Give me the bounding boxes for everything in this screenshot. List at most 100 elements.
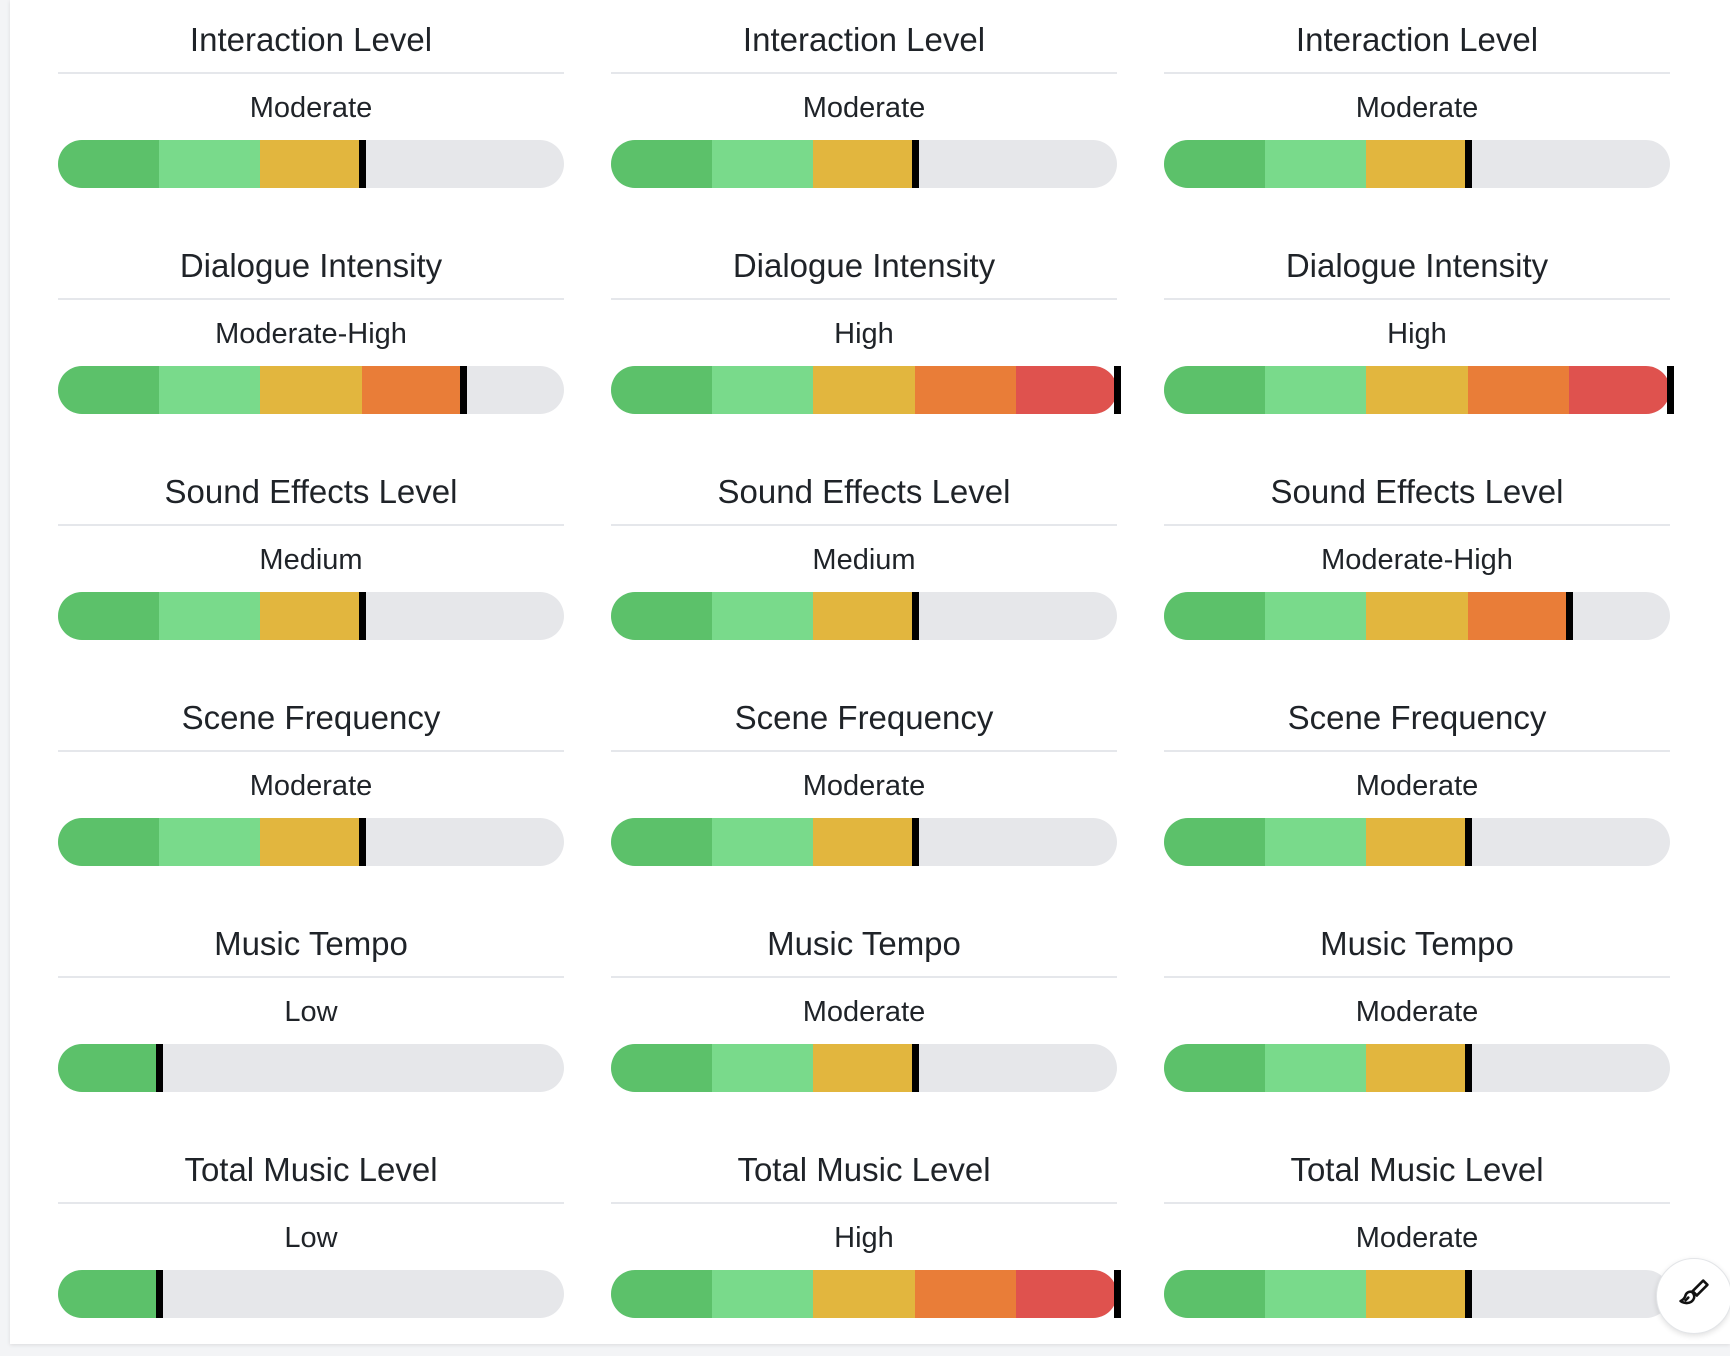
- metric-card: Interaction Level Moderate: [58, 0, 564, 226]
- meter-segment: [611, 140, 713, 188]
- meter-segment: [1366, 1044, 1468, 1092]
- metric-title: Scene Frequency: [1164, 678, 1670, 752]
- paintbrush-icon: [1677, 1277, 1711, 1316]
- metric-card: Scene Frequency Moderate: [58, 678, 564, 904]
- meter-segment: [159, 366, 261, 414]
- meter-track: [1164, 366, 1670, 414]
- metric-value: Moderate: [802, 770, 926, 802]
- metric-card: Scene Frequency Moderate: [1164, 678, 1670, 904]
- level-meter: [1164, 140, 1670, 188]
- meter-segment: [260, 140, 362, 188]
- level-meter: [58, 140, 564, 188]
- meter-segment: [260, 592, 362, 640]
- metric-card: Total Music Level Moderate: [1164, 1130, 1670, 1356]
- meter-segment: [813, 1270, 915, 1318]
- level-meter: [1164, 592, 1670, 640]
- meter-track: [58, 1044, 564, 1092]
- metric-title: Interaction Level: [611, 0, 1117, 74]
- meter-segment: [712, 366, 814, 414]
- level-marker: [1464, 140, 1472, 188]
- metric-title: Music Tempo: [1164, 904, 1670, 978]
- metric-title: Total Music Level: [611, 1130, 1117, 1204]
- metric-title: Dialogue Intensity: [1164, 226, 1670, 300]
- meter-segment: [611, 366, 713, 414]
- level-meter: [58, 1270, 564, 1318]
- metric-card: Scene Frequency Moderate: [611, 678, 1117, 904]
- meter-track: [58, 140, 564, 188]
- meter-segment: [1568, 366, 1670, 414]
- meter-segment: [58, 366, 160, 414]
- meter-segment: [1164, 592, 1266, 640]
- metric-title: Dialogue Intensity: [58, 226, 564, 300]
- metric-card: Total Music Level High: [611, 1130, 1121, 1356]
- meter-track: [58, 592, 564, 640]
- metric-value: Medium: [812, 544, 916, 576]
- meter-segment: [58, 140, 160, 188]
- level-marker: [358, 140, 366, 188]
- meter-track: [611, 1270, 1117, 1318]
- metric-title: Sound Effects Level: [611, 452, 1117, 526]
- level-meter: [1164, 1044, 1670, 1092]
- meter-segment: [813, 592, 915, 640]
- metric-card: Music Tempo Moderate: [1164, 904, 1670, 1130]
- meter-segment: [712, 818, 814, 866]
- meter-track: [611, 140, 1117, 188]
- meter-segment: [1164, 818, 1266, 866]
- page-canvas: Interaction Level Moderate Interaction Lev…: [10, 0, 1730, 1344]
- level-marker: [911, 1044, 919, 1092]
- meter-track: [611, 592, 1117, 640]
- level-marker: [911, 592, 919, 640]
- level-marker: [156, 1044, 164, 1092]
- meter-segment: [813, 140, 915, 188]
- metric-title: Total Music Level: [58, 1130, 564, 1204]
- metric-card: Sound Effects Level Medium: [58, 452, 564, 678]
- meter-segment: [1015, 1270, 1117, 1318]
- metric-value: Moderate: [249, 770, 373, 802]
- meter-track: [611, 1044, 1117, 1092]
- meter-segment: [1265, 818, 1367, 866]
- level-marker: [1667, 366, 1674, 414]
- level-meter: [1164, 1270, 1670, 1318]
- metric-card: Interaction Level Moderate: [1164, 0, 1670, 226]
- meter-segment: [58, 818, 160, 866]
- meter-track: [1164, 818, 1670, 866]
- meter-segment: [813, 1044, 915, 1092]
- level-meter: [58, 366, 564, 414]
- metric-value: Moderate: [1355, 770, 1479, 802]
- metric-title: Music Tempo: [58, 904, 564, 978]
- meter-track: [58, 366, 564, 414]
- level-meter: [611, 818, 1117, 866]
- meter-segment: [611, 818, 713, 866]
- meter-segment: [159, 818, 261, 866]
- metric-value: High: [1387, 318, 1447, 350]
- level-marker: [1114, 366, 1121, 414]
- level-marker: [459, 366, 467, 414]
- metric-card: Dialogue Intensity High: [611, 226, 1121, 452]
- level-marker: [1565, 592, 1573, 640]
- meter-segment: [1164, 366, 1266, 414]
- meter-segment: [1164, 1270, 1266, 1318]
- level-marker: [1464, 1044, 1472, 1092]
- meter-segment: [611, 1044, 713, 1092]
- meter-segment: [611, 1270, 713, 1318]
- metric-value: Moderate: [249, 92, 373, 124]
- meter-segment: [1164, 1044, 1266, 1092]
- meter-segment: [1366, 140, 1468, 188]
- meter-segment: [1265, 592, 1367, 640]
- meter-track: [1164, 140, 1670, 188]
- style-button[interactable]: [1656, 1258, 1730, 1334]
- meter-track: [58, 818, 564, 866]
- level-meter: [58, 818, 564, 866]
- meter-segment: [914, 1270, 1016, 1318]
- meter-segment: [1467, 592, 1569, 640]
- metric-card: Music Tempo Moderate: [611, 904, 1117, 1130]
- level-meter: [611, 140, 1117, 188]
- meter-segment: [159, 140, 261, 188]
- metric-title: Music Tempo: [611, 904, 1117, 978]
- meter-track: [1164, 592, 1670, 640]
- level-marker: [1464, 818, 1472, 866]
- meter-track: [1164, 1270, 1670, 1318]
- metric-value: Moderate: [802, 996, 926, 1028]
- meter-segment: [1164, 140, 1266, 188]
- meter-segment: [914, 366, 1016, 414]
